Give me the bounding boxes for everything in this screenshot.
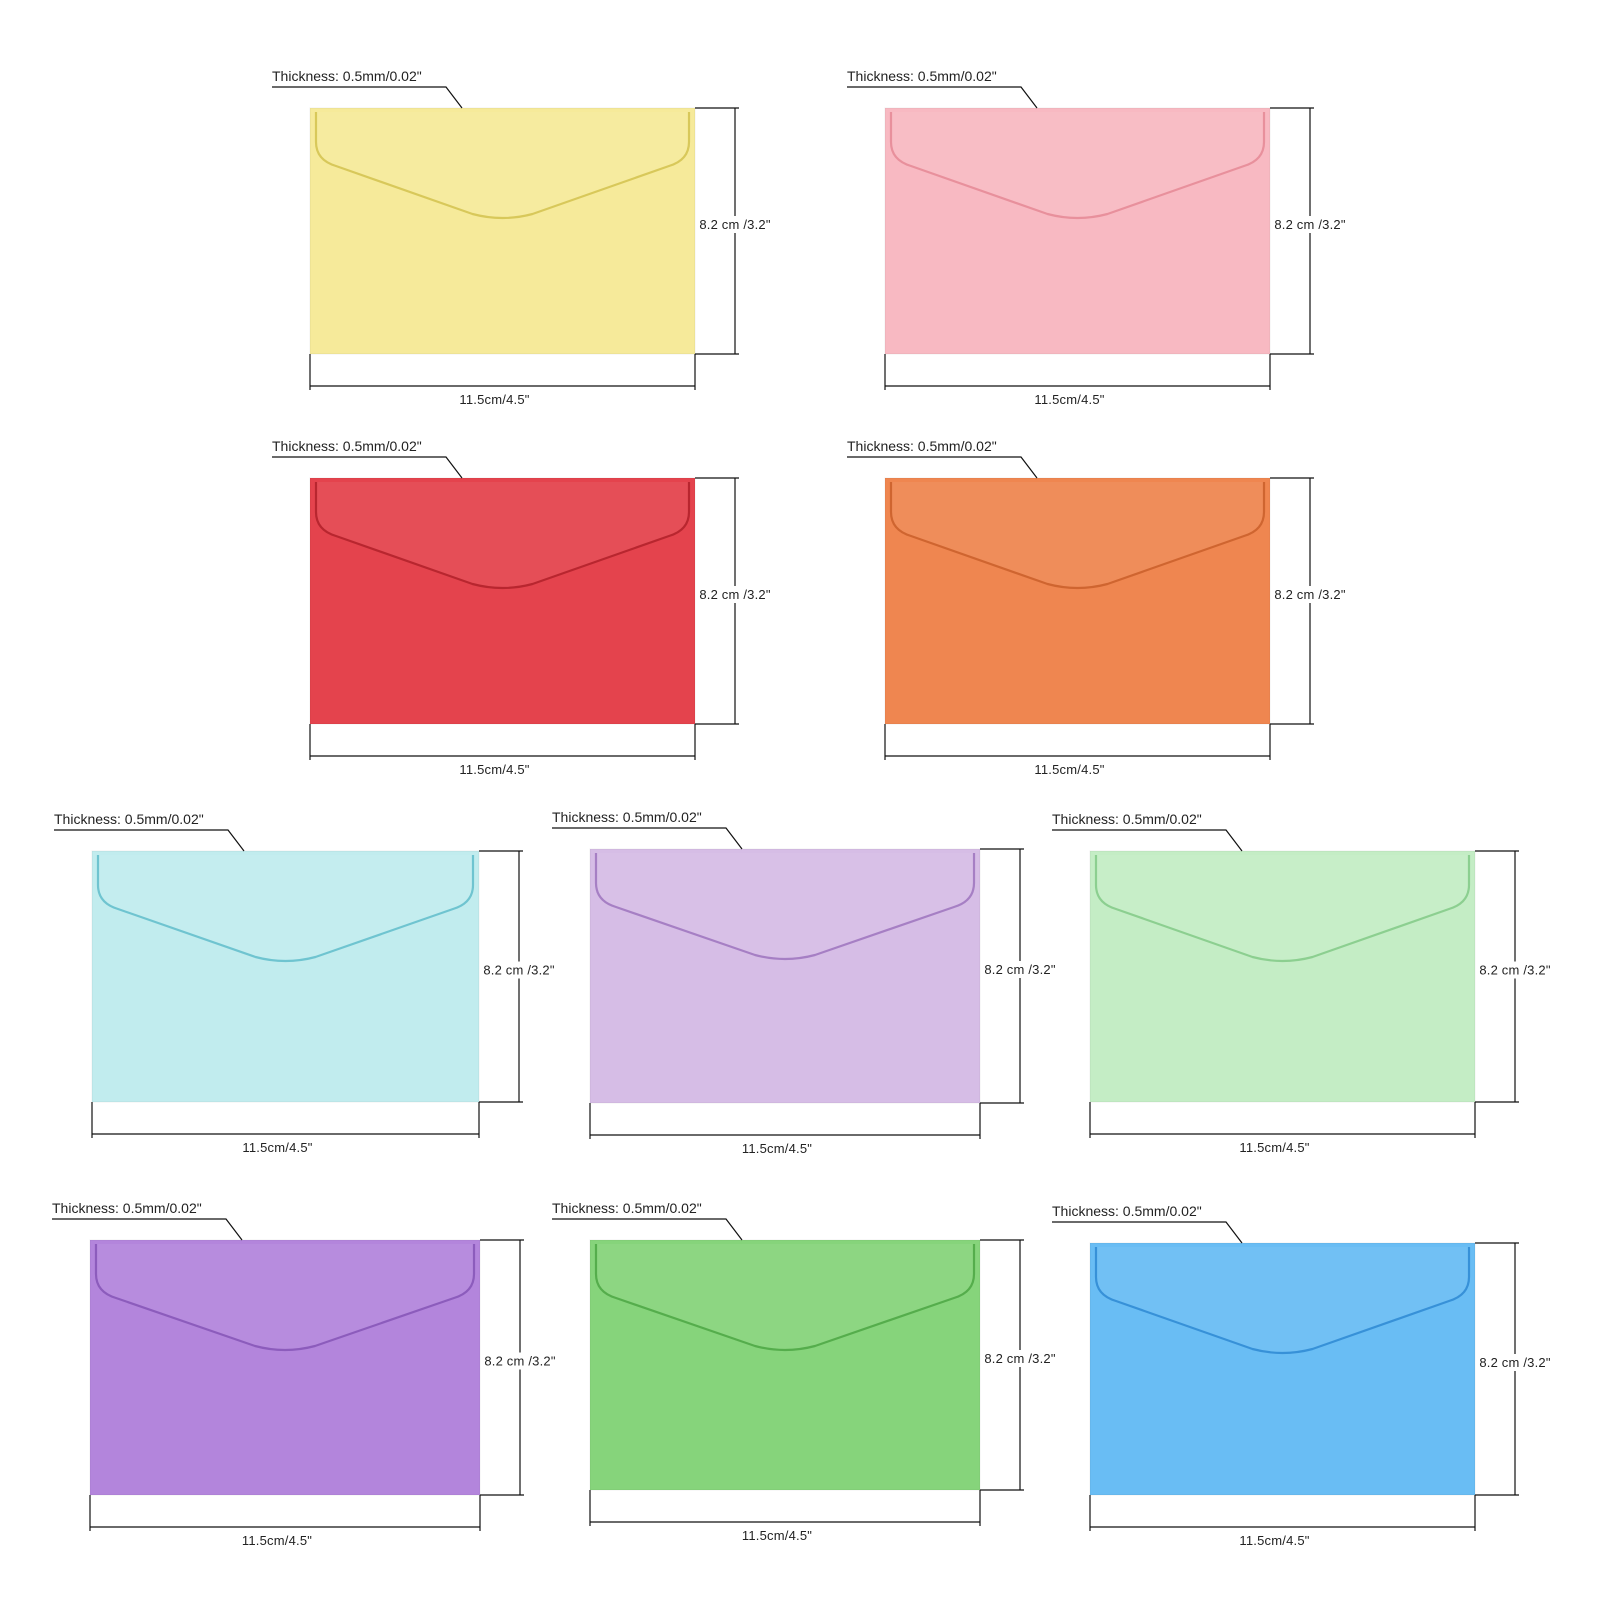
height-label-background	[1477, 1354, 1553, 1371]
width-label: 11.5cm/4.5"	[242, 1533, 312, 1548]
envelope-body	[91, 850, 480, 1103]
envelope-body	[589, 848, 981, 1104]
thickness-leader-line	[1052, 1221, 1243, 1244]
height-label-background	[697, 216, 773, 233]
height-label-background	[982, 961, 1058, 978]
thickness-label: Thickness: 0.5mm/0.02"	[1052, 811, 1202, 827]
thickness-leader-line	[552, 1218, 743, 1241]
thickness-label: Thickness: 0.5mm/0.02"	[272, 68, 422, 84]
thickness-leader-line	[1052, 829, 1243, 852]
height-label: 8.2 cm /3.2"	[484, 1354, 556, 1369]
envelope-1: Thickness: 0.5mm/0.02" 8.2 cm /3.2" 11.5cm…	[272, 68, 773, 407]
thickness-label: Thickness: 0.5mm/0.02"	[847, 438, 997, 454]
height-label-background	[1272, 216, 1348, 233]
envelope-body	[884, 107, 1271, 355]
thickness-label: Thickness: 0.5mm/0.02"	[1052, 1203, 1202, 1219]
envelope-body	[589, 1239, 981, 1491]
height-label: 8.2 cm /3.2"	[984, 1351, 1056, 1366]
height-label: 8.2 cm /3.2"	[483, 963, 555, 978]
height-label: 8.2 cm /3.2"	[1274, 587, 1346, 602]
height-label-background	[482, 1352, 558, 1370]
envelope-flap	[594, 853, 976, 961]
height-label-background	[697, 586, 773, 603]
envelope-flap	[96, 855, 475, 963]
width-label: 11.5cm/4.5"	[1034, 762, 1104, 777]
envelope-9: Thickness: 0.5mm/0.02" 8.2 cm /3.2" 11.5cm…	[552, 1200, 1058, 1543]
envelope-flap	[314, 112, 691, 220]
thickness-leader-line	[552, 827, 743, 850]
envelope-flap	[314, 482, 691, 590]
width-label: 11.5cm/4.5"	[1034, 392, 1104, 407]
thickness-leader-line	[847, 86, 1038, 109]
width-label: 11.5cm/4.5"	[742, 1528, 812, 1543]
width-label: 11.5cm/4.5"	[1239, 1533, 1309, 1548]
envelope-10: Thickness: 0.5mm/0.02" 8.2 cm /3.2" 11.5cm…	[1052, 1203, 1553, 1548]
thickness-label: Thickness: 0.5mm/0.02"	[54, 811, 204, 827]
envelope-flap	[1094, 1247, 1471, 1355]
envelope-4: Thickness: 0.5mm/0.02" 8.2 cm /3.2" 11.5cm…	[847, 438, 1348, 777]
envelope-6: Thickness: 0.5mm/0.02" 8.2 cm /3.2" 11.5cm…	[552, 809, 1058, 1156]
envelope-8: Thickness: 0.5mm/0.02" 8.2 cm /3.2" 11.5cm…	[52, 1200, 558, 1548]
envelope-body	[89, 1239, 481, 1496]
envelope-5: Thickness: 0.5mm/0.02" 8.2 cm /3.2" 11.5cm…	[54, 811, 557, 1155]
height-label-background	[481, 961, 557, 979]
height-label-background	[1477, 961, 1553, 979]
height-label-background	[1272, 586, 1348, 603]
height-label: 8.2 cm /3.2"	[699, 217, 771, 232]
width-label: 11.5cm/4.5"	[242, 1140, 312, 1155]
envelope-7: Thickness: 0.5mm/0.02" 8.2 cm /3.2" 11.5cm…	[1052, 811, 1553, 1155]
height-label: 8.2 cm /3.2"	[699, 587, 771, 602]
envelope-3: Thickness: 0.5mm/0.02" 8.2 cm /3.2" 11.5cm…	[272, 438, 773, 777]
height-label: 8.2 cm /3.2"	[1479, 963, 1551, 978]
height-label-background	[982, 1350, 1058, 1367]
thickness-label: Thickness: 0.5mm/0.02"	[847, 68, 997, 84]
thickness-leader-line	[847, 456, 1038, 479]
envelope-flap	[1094, 855, 1471, 963]
width-label: 11.5cm/4.5"	[742, 1141, 812, 1156]
envelope-flap	[94, 1244, 476, 1352]
height-label: 8.2 cm /3.2"	[1479, 1355, 1551, 1370]
width-label: 11.5cm/4.5"	[459, 392, 529, 407]
thickness-label: Thickness: 0.5mm/0.02"	[552, 1200, 702, 1216]
envelope-body	[1089, 850, 1476, 1103]
thickness-leader-line	[272, 456, 463, 479]
width-label: 11.5cm/4.5"	[459, 762, 529, 777]
envelope-body	[884, 477, 1271, 725]
thickness-leader-line	[52, 1218, 243, 1241]
envelope-flap	[889, 112, 1266, 220]
thickness-label: Thickness: 0.5mm/0.02"	[272, 438, 422, 454]
envelope-body	[309, 107, 696, 355]
width-label: 11.5cm/4.5"	[1239, 1140, 1309, 1155]
thickness-leader-line	[54, 829, 245, 852]
thickness-leader-line	[272, 86, 463, 109]
thickness-label: Thickness: 0.5mm/0.02"	[52, 1200, 202, 1216]
envelope-body	[309, 477, 696, 725]
thickness-label: Thickness: 0.5mm/0.02"	[552, 809, 702, 825]
envelope-flap	[889, 482, 1266, 590]
envelope-body	[1089, 1242, 1476, 1496]
height-label: 8.2 cm /3.2"	[1274, 217, 1346, 232]
envelope-2: Thickness: 0.5mm/0.02" 8.2 cm /3.2" 11.5cm…	[847, 68, 1348, 407]
envelope-flap	[594, 1244, 976, 1352]
height-label: 8.2 cm /3.2"	[984, 962, 1056, 977]
